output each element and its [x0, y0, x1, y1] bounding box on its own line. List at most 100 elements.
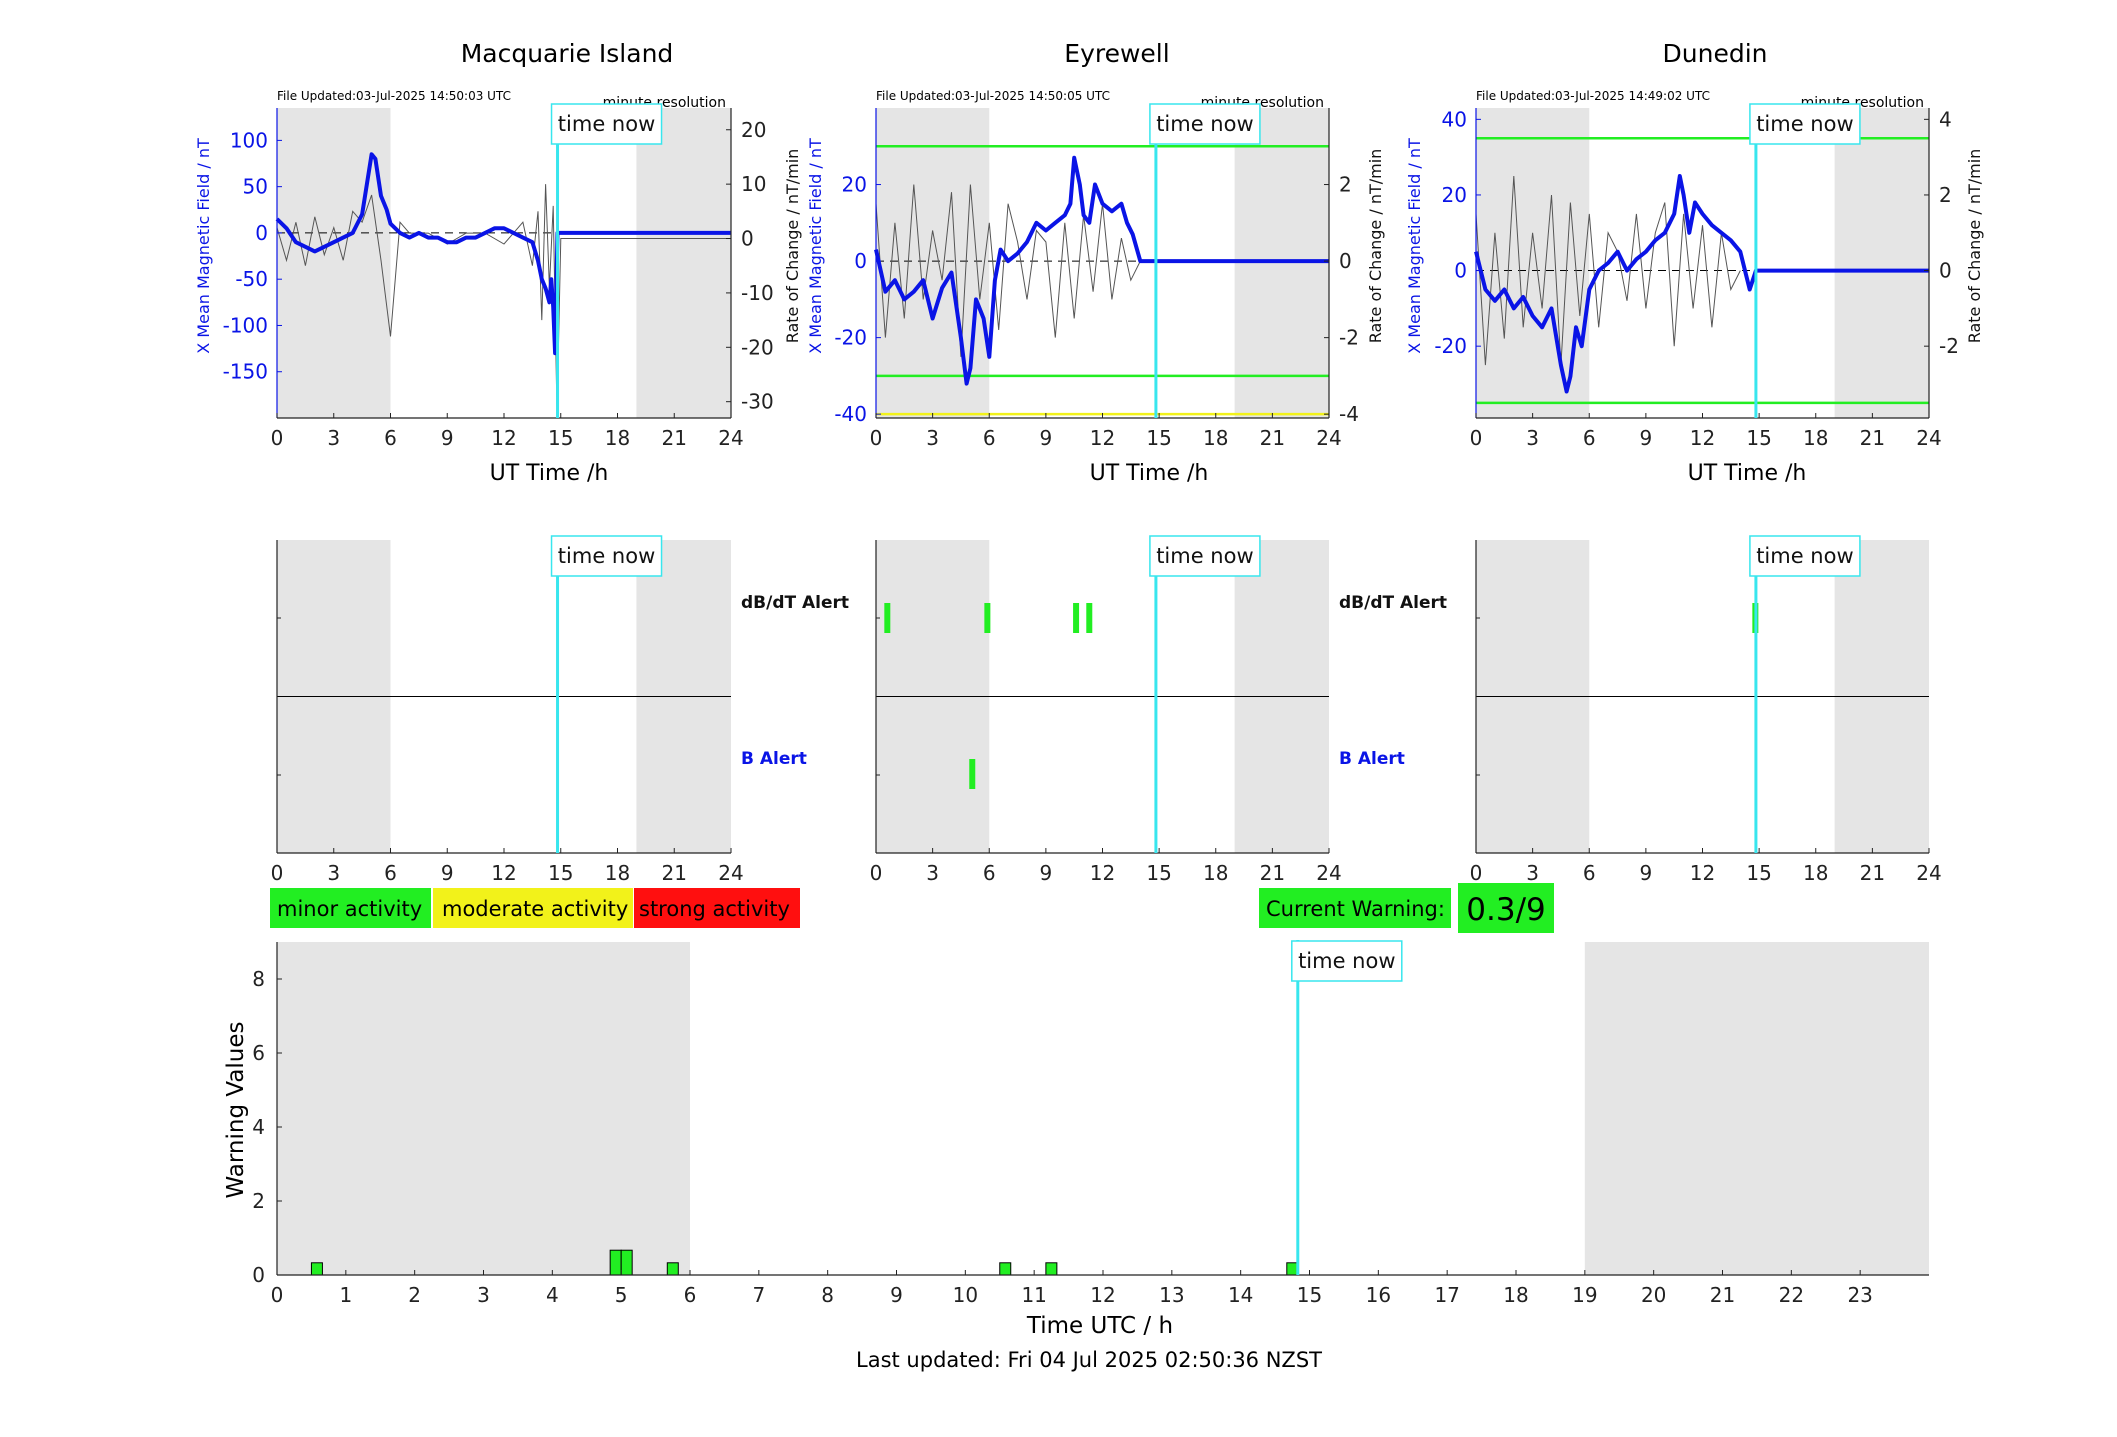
night-shade — [1584, 942, 1929, 1275]
x-tick-label: 3 — [477, 1283, 490, 1307]
left-y-tick-label: -50 — [235, 267, 268, 291]
x-axis-title-macquarie: UT Time /h — [490, 461, 609, 486]
time-now-box — [1749, 103, 1861, 145]
x-tick-label: 24 — [1916, 426, 1941, 450]
x-tick-label: 23 — [1847, 1283, 1872, 1307]
x-tick-label: 0 — [271, 861, 284, 885]
time-now-box — [550, 103, 663, 145]
warning-xlabel: Time UTC / h — [1026, 1313, 1173, 1339]
warning-bar — [666, 1262, 679, 1276]
last-updated: Last updated: Fri 04 Jul 2025 02:50:36 N… — [856, 1348, 1322, 1372]
x-tick-label: 22 — [1779, 1283, 1804, 1307]
x-tick-label: 16 — [1366, 1283, 1391, 1307]
left-y-tick-label: 40 — [1442, 107, 1467, 131]
x-tick-label: 12 — [491, 861, 516, 885]
time-now-label: time now — [1156, 112, 1253, 136]
x-tick-label: 21 — [662, 426, 687, 450]
x-tick-label: 14 — [1228, 1283, 1253, 1307]
right-y-tick-label: -4 — [1339, 402, 1359, 426]
x-tick-label: 9 — [1640, 426, 1653, 450]
x-tick-label: 20 — [1641, 1283, 1666, 1307]
y-tick-label: 4 — [252, 1115, 265, 1139]
current-warning: Current Warning: 0.3/9 — [1259, 883, 1554, 933]
legend-moderate-label: moderate activity — [442, 897, 628, 921]
x-tick-label: 2 — [408, 1283, 421, 1307]
time-now-label: time now — [1756, 112, 1853, 136]
y-tick-label: 8 — [252, 967, 265, 991]
x-tick-label: 7 — [752, 1283, 765, 1307]
y-tick-label: 2 — [252, 1189, 265, 1213]
station-title-eyrewell: Eyrewell — [1064, 39, 1169, 68]
y-tick-label: 0 — [252, 1263, 265, 1287]
left-axis-title-eyrewell: X Mean Magnetic Field / nT — [806, 138, 825, 354]
x-tick-label: 3 — [926, 426, 939, 450]
alert-marker — [1073, 603, 1080, 633]
current-warning-label: Current Warning: — [1266, 897, 1445, 921]
left-y-tick-label: 100 — [230, 128, 268, 152]
right-y-tick-label: -20 — [741, 335, 774, 359]
alert-marker — [884, 603, 891, 633]
x-tick-label: 24 — [718, 861, 743, 885]
x-tick-label: 6 — [684, 1283, 697, 1307]
rate-of-change-line — [875, 184, 1141, 357]
x-tick-label: 12 — [491, 426, 516, 450]
time-now-label: time now — [558, 544, 655, 568]
x-tick-label: 10 — [953, 1283, 978, 1307]
time-now-box — [550, 535, 663, 577]
station-title-dunedin: Dunedin — [1663, 39, 1768, 68]
right-y-tick-label: -2 — [1939, 334, 1959, 358]
x-tick-label: 12 — [1690, 426, 1715, 450]
x-tick-label: 0 — [1470, 861, 1483, 885]
warning-bar — [999, 1262, 1012, 1276]
right-y-tick-label: 2 — [1339, 173, 1352, 197]
x-tick-label: 21 — [1860, 861, 1885, 885]
b-alert-label-macquarie: B Alert — [741, 749, 807, 769]
x-tick-label: 5 — [615, 1283, 628, 1307]
right-y-tick-label: -10 — [741, 281, 774, 305]
file-updated-eyrewell: File Updated:03-Jul-2025 14:50:05 UTC — [876, 89, 1110, 103]
x-tick-label: 12 — [1090, 861, 1115, 885]
legend-minor-label: minor activity — [277, 897, 422, 921]
x-tick-label: 21 — [1710, 1283, 1735, 1307]
x-tick-label: 18 — [1203, 861, 1228, 885]
time-now-box — [1291, 940, 1403, 982]
right-y-tick-label: 10 — [741, 172, 766, 196]
x-tick-label: 15 — [548, 861, 573, 885]
station-title-macquarie: Macquarie Island — [461, 39, 674, 68]
legend-minor-swatch — [270, 888, 431, 928]
current-warning-value-box — [1458, 883, 1554, 933]
left-y-tick-label: -100 — [223, 313, 268, 337]
night-shade — [636, 108, 731, 418]
x-tick-label: 9 — [1040, 861, 1053, 885]
alert-marker — [969, 759, 976, 789]
x-tick-label: 18 — [1803, 426, 1828, 450]
current-warning-label-box — [1259, 888, 1451, 928]
time-now-label: time now — [1756, 544, 1853, 568]
x-tick-label: 1 — [339, 1283, 352, 1307]
left-y-tick-label: -150 — [223, 360, 268, 384]
right-y-tick-label: -2 — [1339, 326, 1359, 350]
x-tick-label: 15 — [1297, 1283, 1322, 1307]
left-y-tick-label: -40 — [834, 402, 867, 426]
dbdt-alert-label-macquarie: dB/dT Alert — [741, 593, 849, 613]
x-tick-label: 8 — [821, 1283, 834, 1307]
x-tick-label: 17 — [1434, 1283, 1459, 1307]
x-tick-label: 6 — [983, 861, 996, 885]
warning-bar — [609, 1249, 622, 1276]
rate-of-change-line — [1475, 175, 1741, 366]
x-tick-label: 6 — [384, 426, 397, 450]
left-y-tick-label: 20 — [1442, 183, 1467, 207]
legend-moderate-swatch — [433, 888, 633, 928]
x-tick-label: 6 — [1583, 861, 1596, 885]
current-warning-value: 0.3/9 — [1466, 892, 1545, 928]
time-now-box — [1149, 103, 1261, 145]
x-tick-label: 24 — [1916, 861, 1941, 885]
time-now-label: time now — [558, 112, 655, 136]
right-y-tick-label: -30 — [741, 390, 774, 414]
x-tick-label: 24 — [1316, 426, 1341, 450]
x-tick-label: 6 — [1583, 426, 1596, 450]
macquarie-alert-panel: 0 3 6 9 12 15 18 21 24 time now — [271, 535, 744, 885]
rate-of-change-line — [276, 184, 731, 413]
